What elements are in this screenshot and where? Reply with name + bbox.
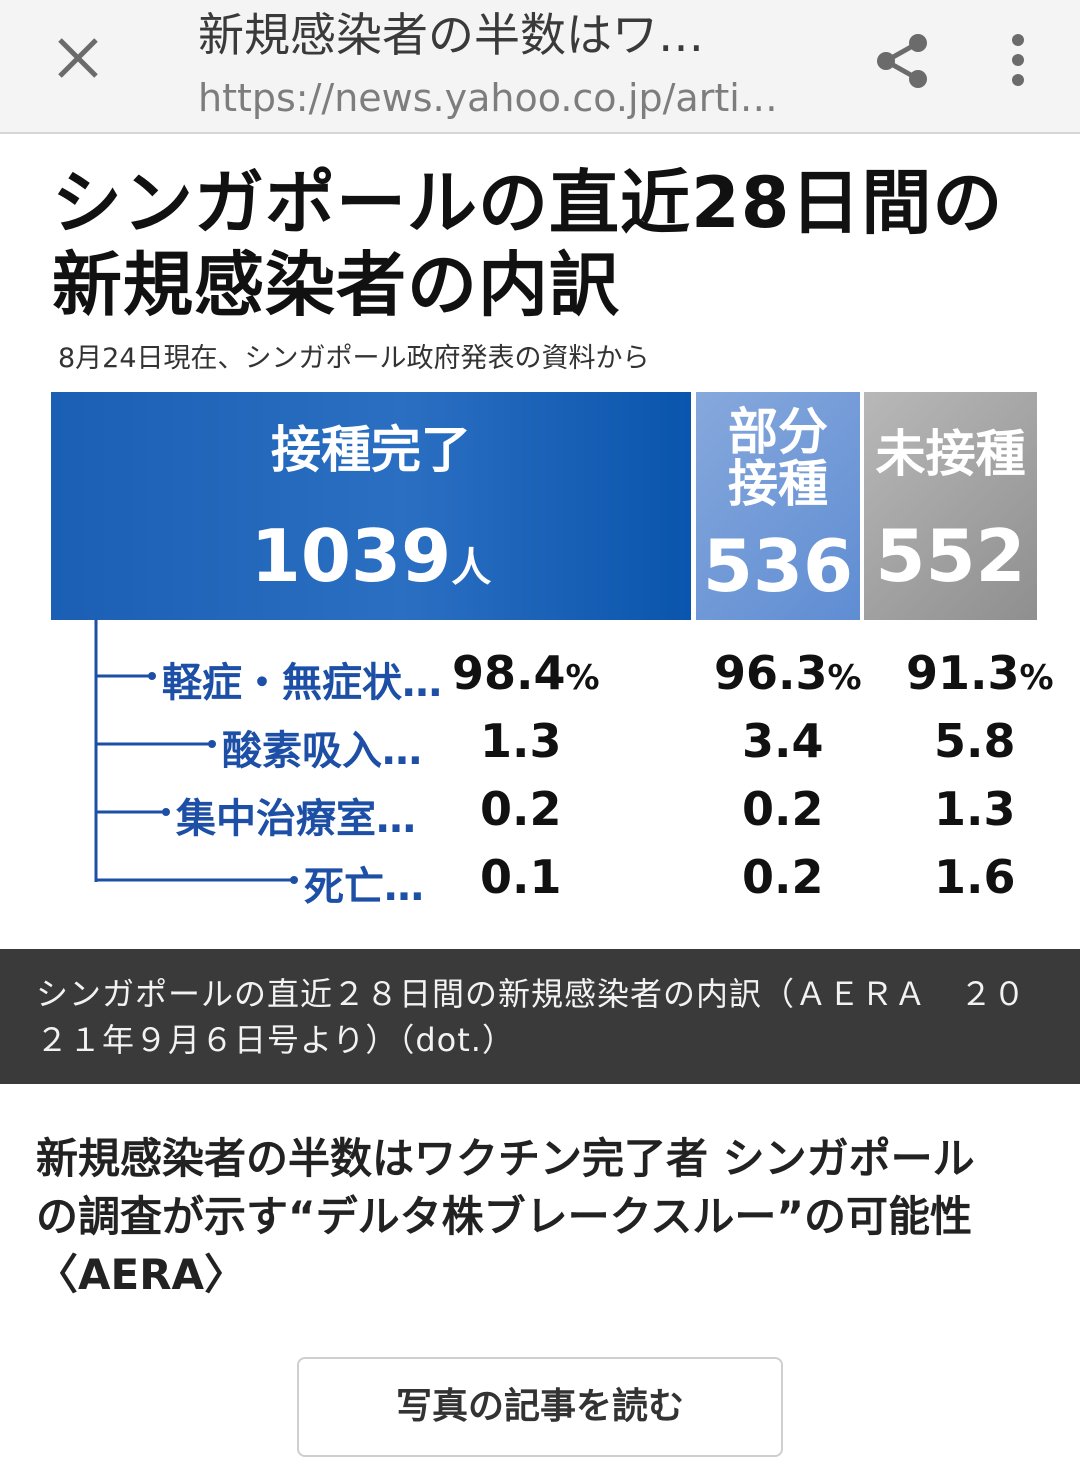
panel-total: 1039人: [51, 516, 691, 596]
value-number: 91.3: [906, 646, 1020, 700]
figure-title-line1: シンガポールの直近28日間の: [52, 162, 1004, 244]
panel-fully-vaccinated: 接種完了 1039人: [51, 392, 691, 620]
share-icon[interactable]: [872, 30, 934, 92]
panel-number: 1039: [250, 514, 452, 598]
image-caption: シンガポールの直近２８日間の新規感染者の内訳（ＡＥＲＡ ２０ ２１年９月６日号よ…: [0, 949, 1080, 1084]
value-none-icu: 1.3: [934, 782, 1016, 836]
article-headline[interactable]: 新規感染者の半数はワクチン完了者 シンガポール の調査が示す“デルタ株ブレークス…: [36, 1130, 1046, 1304]
value-done-oxygen: 1.3: [480, 714, 562, 768]
category-death: 死亡…: [304, 864, 424, 910]
value-partial-death: 0.2: [742, 850, 824, 904]
value-partial-icu: 0.2: [742, 782, 824, 836]
value-done-icu: 0.2: [480, 782, 562, 836]
breakdown-table: 軽症・無症状… 酸素吸入… 集中治療室… 死亡… 98.4% 96.3% 91.…: [0, 620, 1080, 920]
panel-number: 552: [875, 514, 1026, 598]
category-oxygen: 酸素吸入…: [222, 728, 422, 774]
value-none-oxygen: 5.8: [934, 714, 1016, 768]
percent-unit: %: [565, 658, 600, 698]
panel-label-line2: 接種: [728, 455, 828, 513]
category-icu: 集中治療室…: [176, 796, 416, 842]
value-number: 98.4: [452, 646, 566, 700]
caption-line1: シンガポールの直近２８日間の新規感染者の内訳（ＡＥＲＡ ２０: [36, 975, 1027, 1013]
panel-unit: 人: [451, 545, 492, 591]
headline-line3: 〈AERA〉: [36, 1250, 247, 1299]
figure-subtitle: 8月24日現在、シンガポール政府発表の資料から: [58, 343, 650, 374]
caption-line2: ２１年９月６日号より）（dot.）: [36, 1021, 515, 1059]
read-article-button[interactable]: 写真の記事を読む: [297, 1357, 783, 1457]
close-icon[interactable]: [50, 30, 106, 86]
figure-title: シンガポールの直近28日間の 新規感染者の内訳: [52, 162, 1042, 326]
tree-lines: [94, 620, 298, 884]
panel-number: 536: [702, 524, 854, 608]
panel-label: 部分 接種: [696, 392, 860, 510]
figure-title-line2: 新規感染者の内訳: [52, 244, 620, 326]
headline-line1: 新規感染者の半数はワクチン完了者 シンガポール: [36, 1134, 975, 1183]
browser-top-bar: 新規感染者の半数はワ… https://news.yahoo.co.jp/art…: [0, 0, 1080, 134]
page-title: 新規感染者の半数はワ…: [198, 8, 704, 62]
percent-unit: %: [1019, 658, 1054, 698]
value-done-death: 0.1: [480, 850, 562, 904]
value-number: 96.3: [714, 646, 828, 700]
panel-label: 未接種: [875, 425, 1026, 483]
page-info: 新規感染者の半数はワ… https://news.yahoo.co.jp/art…: [198, 6, 818, 128]
category-mild: 軽症・無症状…: [162, 660, 442, 706]
percent-unit: %: [827, 658, 862, 698]
article-image[interactable]: シンガポールの直近28日間の 新規感染者の内訳 8月24日現在、シンガポール政府…: [0, 136, 1080, 948]
value-none-mild: 91.3%: [906, 646, 1054, 700]
value-partial-oxygen: 3.4: [742, 714, 824, 768]
value-none-death: 1.6: [934, 850, 1016, 904]
more-options-icon[interactable]: [1000, 32, 1036, 88]
value-partial-mild: 96.3%: [714, 646, 862, 700]
panel-unvaccinated: 未接種 552: [864, 392, 1037, 620]
headline-line2: の調査が示す“デルタ株ブレークスルー”の可能性: [36, 1192, 972, 1241]
panel-label: 接種完了: [271, 421, 471, 479]
panel-partially-vaccinated: 部分 接種 536: [696, 392, 860, 620]
panel-label-line1: 部分: [728, 403, 828, 461]
page-url[interactable]: https://news.yahoo.co.jp/arti…: [198, 76, 778, 120]
value-done-mild: 98.4%: [452, 646, 600, 700]
